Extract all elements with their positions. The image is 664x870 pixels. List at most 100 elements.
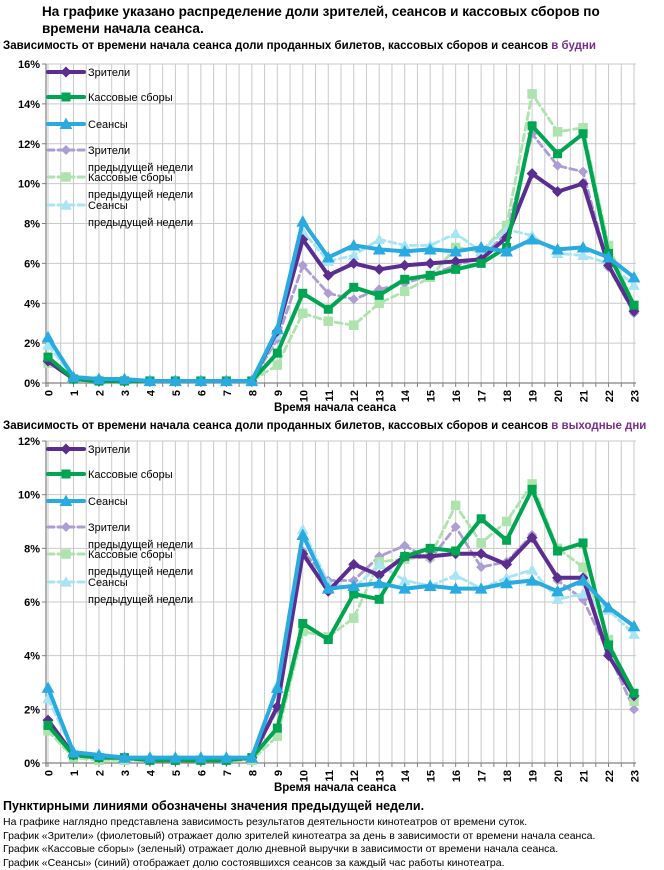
svg-text:17: 17 bbox=[477, 390, 489, 402]
svg-text:14: 14 bbox=[400, 769, 412, 782]
footnote-line-1: На графике наглядно представлена зависим… bbox=[3, 816, 664, 830]
svg-text:1: 1 bbox=[69, 390, 81, 396]
svg-text:21: 21 bbox=[579, 390, 591, 402]
svg-text:10%: 10% bbox=[18, 490, 40, 502]
footnote-line-2: График «Зрители» (фиолетовый) отражает д… bbox=[3, 830, 664, 844]
svg-text:0%: 0% bbox=[24, 758, 40, 770]
svg-text:предыдущей недели: предыдущей недели bbox=[88, 217, 193, 229]
svg-text:Кассовые сборы: Кассовые сборы bbox=[88, 92, 173, 104]
svg-text:1: 1 bbox=[69, 770, 81, 776]
svg-text:19: 19 bbox=[528, 770, 540, 782]
svg-text:8: 8 bbox=[247, 770, 259, 776]
svg-text:10: 10 bbox=[298, 770, 310, 782]
legend-item-boxoffice: Кассовые сборы bbox=[48, 92, 173, 104]
svg-text:11: 11 bbox=[324, 770, 336, 782]
svg-text:10: 10 bbox=[298, 390, 310, 402]
svg-text:6: 6 bbox=[196, 770, 208, 776]
svg-text:23: 23 bbox=[630, 770, 642, 782]
svg-text:12%: 12% bbox=[18, 436, 40, 448]
svg-text:16%: 16% bbox=[18, 59, 40, 71]
legend-item-sessions_prev: Сеансы предыдущей недели bbox=[48, 199, 193, 229]
svg-text:9: 9 bbox=[273, 390, 285, 396]
svg-text:7: 7 bbox=[222, 770, 234, 776]
svg-text:Сеансы: Сеансы bbox=[88, 577, 128, 589]
svg-text:8%: 8% bbox=[24, 543, 40, 555]
svg-text:22: 22 bbox=[604, 390, 616, 402]
svg-text:6: 6 bbox=[196, 390, 208, 396]
svg-text:Кассовые сборы: Кассовые сборы bbox=[88, 172, 173, 184]
svg-text:предыдущей недели: предыдущей недели bbox=[88, 594, 193, 606]
x-axis-title: Время начала сеанса bbox=[274, 782, 397, 794]
svg-text:19: 19 bbox=[528, 390, 540, 402]
footnote-line-4: График «Сеансы» (синий) отображает долю … bbox=[3, 857, 664, 870]
legend-item-sessions: Сеансы bbox=[48, 118, 128, 131]
svg-text:8%: 8% bbox=[24, 219, 40, 231]
svg-text:18: 18 bbox=[502, 390, 514, 402]
svg-text:Время начала сеанса: Время начала сеанса bbox=[274, 782, 397, 794]
svg-text:Сеансы: Сеансы bbox=[88, 496, 128, 508]
svg-text:10%: 10% bbox=[18, 179, 40, 191]
svg-text:5: 5 bbox=[171, 390, 183, 396]
svg-text:4%: 4% bbox=[24, 298, 40, 310]
svg-text:4: 4 bbox=[145, 389, 157, 396]
footnote-line-3: График «Кассовые сборы» (зеленый) отража… bbox=[3, 843, 664, 857]
svg-text:16: 16 bbox=[451, 390, 463, 402]
weekend-subtitle-accent: в выходные дни bbox=[551, 420, 646, 432]
svg-text:14: 14 bbox=[400, 389, 412, 402]
svg-text:15: 15 bbox=[426, 390, 438, 402]
weekend-chart-subtitle: Зависимость от времени начала сеанса дол… bbox=[0, 420, 664, 433]
svg-text:Кассовые сборы: Кассовые сборы bbox=[88, 469, 173, 481]
weekend-chart-section: Зависимость от времени начала сеанса дол… bbox=[0, 420, 664, 797]
svg-text:2: 2 bbox=[94, 390, 106, 396]
svg-text:Кассовые сборы: Кассовые сборы bbox=[88, 549, 173, 561]
svg-text:Сеансы: Сеансы bbox=[88, 119, 128, 131]
svg-text:Зрители: Зрители bbox=[88, 145, 130, 157]
svg-text:4: 4 bbox=[145, 769, 157, 776]
svg-text:12%: 12% bbox=[18, 139, 40, 151]
svg-text:11: 11 bbox=[324, 390, 336, 402]
svg-text:16: 16 bbox=[451, 770, 463, 782]
svg-text:Зрители: Зрители bbox=[88, 444, 130, 456]
svg-text:7: 7 bbox=[222, 390, 234, 396]
svg-text:8: 8 bbox=[247, 390, 259, 396]
footnote-bold-line: Пунктирными линиями обозначены значения … bbox=[3, 799, 664, 813]
svg-text:22: 22 bbox=[604, 770, 616, 782]
svg-text:13: 13 bbox=[375, 770, 387, 782]
svg-text:0: 0 bbox=[44, 390, 56, 396]
svg-text:6%: 6% bbox=[24, 258, 40, 270]
svg-text:3: 3 bbox=[120, 390, 132, 396]
legend-item-sessions: Сеансы bbox=[48, 495, 128, 508]
svg-text:0%: 0% bbox=[24, 378, 40, 390]
svg-text:20: 20 bbox=[553, 390, 565, 402]
svg-text:Зрители: Зрители bbox=[88, 67, 130, 79]
svg-text:13: 13 bbox=[375, 390, 387, 402]
svg-text:Зрители: Зрители bbox=[88, 522, 130, 534]
svg-text:0: 0 bbox=[44, 770, 56, 776]
svg-text:4%: 4% bbox=[24, 651, 40, 663]
svg-text:Время начала сеанса: Время начала сеанса bbox=[274, 402, 397, 414]
svg-text:6%: 6% bbox=[24, 597, 40, 609]
svg-text:2%: 2% bbox=[24, 338, 40, 350]
svg-text:Сеансы: Сеансы bbox=[88, 200, 128, 212]
svg-text:9: 9 bbox=[273, 770, 285, 776]
svg-text:12: 12 bbox=[349, 390, 361, 402]
weekend-subtitle-text: Зависимость от времени начала сеанса дол… bbox=[3, 420, 548, 432]
svg-text:23: 23 bbox=[630, 390, 642, 402]
svg-text:3: 3 bbox=[120, 770, 132, 776]
svg-text:18: 18 bbox=[502, 770, 514, 782]
svg-text:20: 20 bbox=[553, 770, 565, 782]
weekday-chart-subtitle: Зависимость от времени начала сеанса дол… bbox=[0, 40, 664, 53]
svg-text:14%: 14% bbox=[18, 99, 40, 111]
x-axis-title: Время начала сеанса bbox=[274, 402, 397, 414]
weekday-subtitle-text: Зависимость от времени начала сеанса дол… bbox=[3, 40, 548, 52]
legend-item-boxoffice: Кассовые сборы bbox=[48, 469, 173, 481]
